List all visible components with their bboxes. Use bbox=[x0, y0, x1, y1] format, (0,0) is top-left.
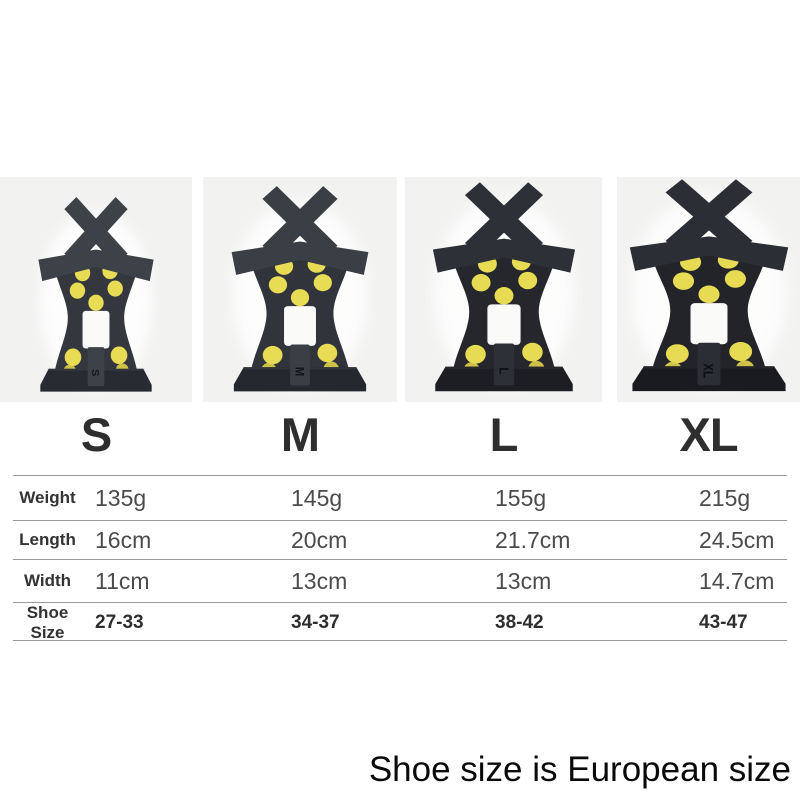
weight-m: 145g bbox=[291, 484, 343, 511]
table-row-shoe-size: Shoe Size 27-33 34-37 38-42 43-47 bbox=[13, 603, 787, 642]
size-heading-s: S bbox=[80, 407, 112, 461]
shoe-size-m: 34-37 bbox=[291, 612, 340, 633]
shoe-size-l: 38-42 bbox=[495, 612, 544, 633]
ice-cleat-xl-illustration: XL bbox=[621, 177, 797, 397]
molded-size-letter: L bbox=[496, 367, 511, 375]
length-m: 20cm bbox=[291, 526, 348, 553]
table-row-weight: Weight 135g 145g 155g 215g bbox=[13, 476, 787, 521]
table-row-length: Length 16cm 20cm 21.7cm 24.5cm bbox=[13, 521, 787, 560]
length-xl: 24.5cm bbox=[699, 526, 775, 553]
weight-s: 135g bbox=[95, 484, 147, 511]
width-s: 11cm bbox=[95, 567, 150, 594]
shoe-size-xl: 43-47 bbox=[699, 612, 748, 633]
molded-size-letter: M bbox=[292, 367, 305, 376]
ice-cleat-s-illustration: S bbox=[32, 195, 160, 397]
width-xl: 14.7cm bbox=[699, 567, 775, 594]
size-chart-table: Weight 135g 145g 155g 215g Length 16cm 2… bbox=[13, 475, 787, 642]
weight-xl: 215g bbox=[699, 484, 751, 511]
width-l: 13cm bbox=[495, 567, 552, 594]
size-heading-l: L bbox=[489, 407, 519, 461]
length-s: 16cm bbox=[95, 526, 152, 553]
molded-size-letter: S bbox=[89, 369, 101, 376]
product-photo-size-s: S bbox=[0, 177, 192, 402]
european-size-caption: Shoe size is European size bbox=[368, 750, 791, 789]
product-photo-size-m: M bbox=[203, 177, 397, 402]
length-l: 21.7cm bbox=[495, 526, 571, 553]
size-heading-m: M bbox=[280, 407, 320, 461]
row-label: Length bbox=[19, 530, 76, 549]
table-row-width: Width 11cm 13cm 13cm 14.7cm bbox=[13, 560, 787, 603]
row-label: Width bbox=[23, 571, 72, 590]
row-label: Weight bbox=[19, 488, 76, 507]
molded-size-letter: XL bbox=[700, 363, 716, 378]
weight-l: 155g bbox=[495, 484, 547, 511]
ice-cleat-l-illustration: L bbox=[425, 180, 583, 397]
row-label: Shoe Size bbox=[26, 603, 69, 642]
product-photo-size-xl: XL bbox=[617, 177, 800, 402]
product-photo-size-l: L bbox=[405, 177, 602, 402]
shoe-size-s: 27-33 bbox=[95, 612, 144, 633]
width-m: 13cm bbox=[291, 567, 348, 594]
ice-cleat-m-illustration: M bbox=[224, 184, 376, 397]
size-heading-xl: XL bbox=[679, 407, 738, 461]
